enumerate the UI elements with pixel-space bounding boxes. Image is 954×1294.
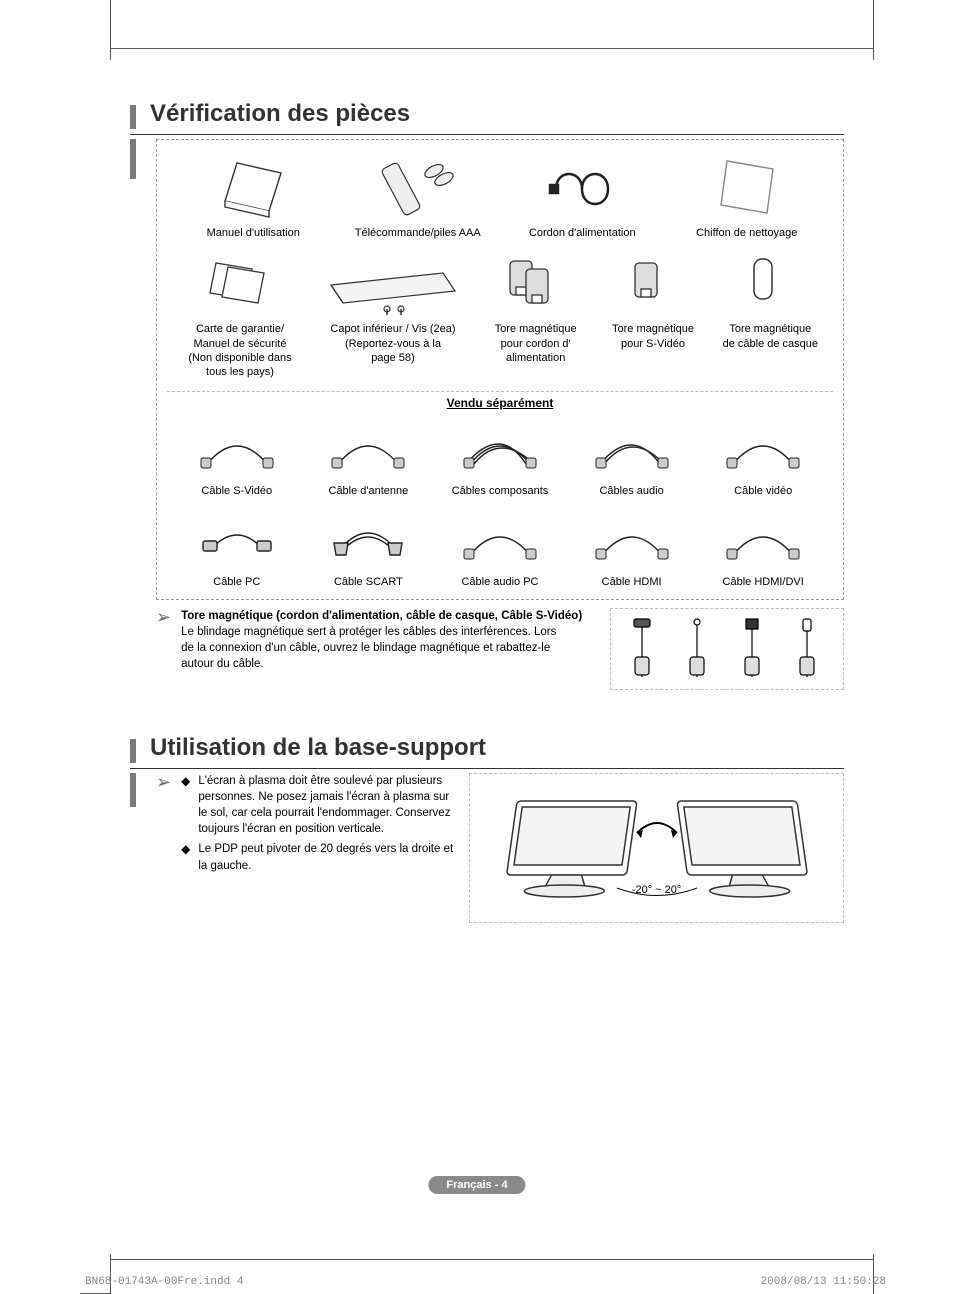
diamond-bullet-icon: ◆ [181,841,190,873]
accent-bar-icon [130,739,136,763]
parts-item: Manuel d'utilisation [175,154,332,240]
note-title: Tore magnétique (cordon d'alimentation, … [181,610,582,622]
crop-mark [111,1259,874,1260]
crop-mark [110,1254,111,1294]
cable-conn-icon [197,509,277,569]
ferrite-hp-icon [730,250,810,316]
cable-icon [460,509,540,569]
parts-item: Chiffon de nettoyage [669,154,826,240]
parts-item: Tore magnétiquepour S-Vidéo [598,250,707,379]
base-support-notes: ◆L'écran à plasma doit être soulevé par … [181,773,461,923]
cable-icon [723,509,803,569]
ferrite-illustration [610,608,844,690]
accent-bar-icon [130,773,136,807]
parts-item: Câble HDMI [570,509,694,589]
parts-item-label: Câbles composants [452,484,549,498]
cable-icon [592,509,672,569]
parts-item: Câble audio PC [438,509,562,589]
parts-item: Câble d'antenne [307,418,431,498]
section1-header: Vérification des pièces [130,100,844,135]
parts-item: Câble PC [175,509,299,589]
parts-item-label: Câble SCART [334,575,403,589]
section2-header: Utilisation de la base-support [130,734,844,769]
section2-title: Utilisation de la base-support [150,734,486,768]
parts-item: Câble vidéo [701,418,825,498]
parts-item: Télécommande/piles AAA [340,154,497,240]
ferrite1-icon [613,250,693,316]
angle-label: -20° ~ 20° [632,884,681,896]
parts-item-label: Manuel d'utilisation [207,226,300,240]
cable-icon [723,418,803,478]
note-body: Le blindage magnétique sert à protéger l… [181,624,561,672]
cable-scart-icon [328,509,408,569]
cable-icon [328,418,408,478]
parts-item: Câbles audio [570,418,694,498]
parts-item: Cordon d'alimentation [504,154,661,240]
parts-item-label: Câbles audio [599,484,663,498]
bullet-2: Le PDP peut pivoter de 20 degrés vers la… [198,841,461,873]
parts-item-label: Câble S-Vidéo [201,484,272,498]
parts-item: Câbles composants [438,418,562,498]
parts-item: Tore magnétiquepour cordon d'alimentatio… [481,250,590,379]
manual-icon [213,154,293,220]
parts-item: Capot inférieur / Vis (2ea)(Reportez-vou… [313,250,473,379]
parts-item-label: Cordon d'alimentation [529,226,636,240]
parts-item: Carte de garantie/Manuel de sécurité(Non… [175,250,305,379]
cable-icon [197,418,277,478]
accent-bar-icon [130,139,136,179]
parts-item-label: Câble HDMI [602,575,662,589]
parts-item: Câble HDMI/DVI [701,509,825,589]
cards-icon [200,250,280,316]
crop-mark [873,0,874,60]
parts-item-label: Télécommande/piles AAA [355,226,481,240]
parts-item-label: Câble PC [213,575,260,589]
parts-item: Câble SCART [307,509,431,589]
powercord-icon [542,154,622,220]
ferrite2-icon [496,250,576,316]
cable3-icon [460,418,540,478]
parts-item-label: Carte de garantie/Manuel de sécurité(Non… [188,322,291,379]
crop-mark [873,1254,874,1294]
parts-item: Tore magnétiquede câble de casque [716,250,825,379]
parts-item-label: Câble d'antenne [329,484,409,498]
parts-item-label: Tore magnétiquepour S-Vidéo [612,322,694,351]
print-footer-left: BN68-01743A-00Fre.indd 4 [85,1276,243,1288]
note-arrow-icon: ➢ [156,773,171,923]
parts-item-label: Capot inférieur / Vis (2ea)(Reportez-vou… [330,322,455,365]
cover-icon [323,250,463,316]
diamond-bullet-icon: ◆ [181,773,190,837]
page-badge: Français - 4 [428,1176,525,1194]
note-arrow-icon: ➢ [156,608,171,690]
remote-icon [378,154,458,220]
parts-item: Câble S-Vidéo [175,418,299,498]
accent-bar-icon [130,105,136,129]
crop-mark [111,48,874,49]
ferrite-note: Tore magnétique (cordon d'alimentation, … [181,608,598,690]
cable2-icon [592,418,672,478]
parts-item-label: Tore magnétiquepour cordon d'alimentatio… [495,322,577,365]
parts-item-label: Chiffon de nettoyage [696,226,797,240]
print-footer-right: 2008/08/13 11:50:28 [761,1276,886,1288]
parts-item-label: Tore magnétiquede câble de casque [723,322,818,351]
swivel-illustration: -20° ~ 20° [469,773,844,923]
section1-title: Vérification des pièces [150,100,410,134]
cloth-icon [707,154,787,220]
parts-item-label: Câble audio PC [461,575,538,589]
sold-separately-header: Vendu séparément [167,396,833,410]
parts-item-label: Câble HDMI/DVI [723,575,804,589]
crop-mark [110,0,111,60]
parts-container: Manuel d'utilisation Télécommande/piles … [156,139,844,600]
parts-item-label: Câble vidéo [734,484,792,498]
bullet-1: L'écran à plasma doit être soulevé par p… [198,773,461,837]
